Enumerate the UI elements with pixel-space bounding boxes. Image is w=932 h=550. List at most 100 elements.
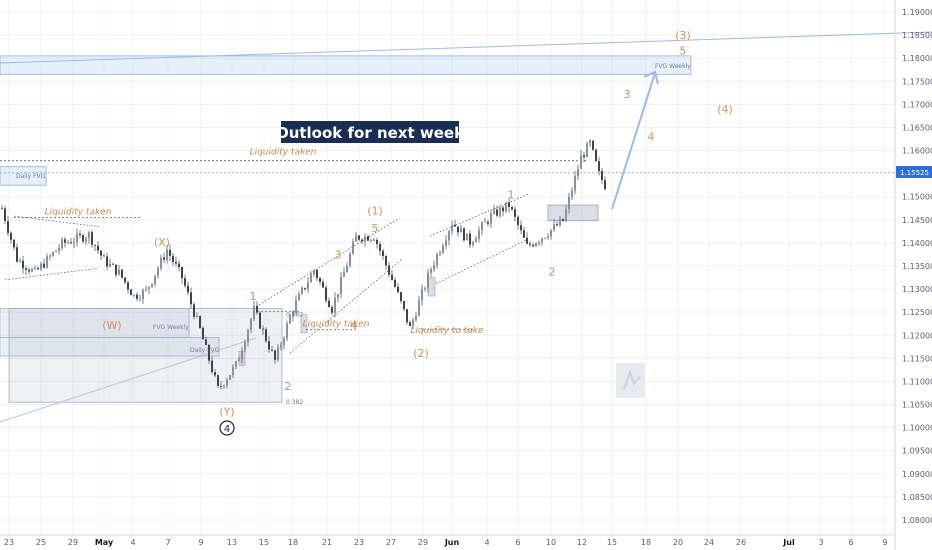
candle <box>460 224 462 233</box>
candle <box>160 254 162 271</box>
candle <box>562 218 564 222</box>
price-tick-label: 1.13000 <box>902 285 932 294</box>
candle-body <box>337 294 339 298</box>
current-price-label: 1.15525 <box>900 169 929 177</box>
candle-body <box>205 339 207 345</box>
candle-body <box>7 221 9 233</box>
candle <box>364 233 366 247</box>
candle-body <box>127 282 129 290</box>
price-tick-label: 1.13500 <box>902 262 932 271</box>
time-tick-label: 7 <box>165 538 170 547</box>
candle <box>439 250 441 257</box>
candle <box>415 311 417 323</box>
candle <box>55 250 57 253</box>
candle-body <box>406 309 408 323</box>
candle <box>148 286 150 295</box>
candle <box>52 251 54 257</box>
candle <box>79 230 81 239</box>
candle <box>595 148 597 162</box>
candle <box>421 284 423 306</box>
candle-body <box>352 241 354 254</box>
candle-body <box>133 294 135 296</box>
candle <box>478 226 480 243</box>
candle <box>580 149 582 170</box>
candle-body <box>196 316 198 317</box>
fvg-zones: FVG Weekly Daily FVG FVG Weekly Daily FVG <box>0 55 692 403</box>
candle-body <box>370 239 372 241</box>
candle <box>598 156 600 176</box>
candle <box>196 312 198 318</box>
candle-body <box>484 221 486 223</box>
wave-label: (1) <box>367 205 383 218</box>
candle-body <box>199 316 201 328</box>
candle-body <box>304 287 306 289</box>
candle <box>313 269 315 277</box>
liquidity-annotation: Liquidity taken <box>45 208 112 218</box>
candle-body <box>475 238 477 243</box>
candle-body <box>19 260 21 262</box>
candle-body <box>604 180 606 190</box>
candle <box>292 310 294 322</box>
candle <box>442 243 444 254</box>
candle <box>328 297 330 308</box>
candle <box>85 236 87 246</box>
candle-body <box>13 239 15 248</box>
candle <box>181 266 183 284</box>
candle <box>244 339 246 353</box>
candle-body <box>328 300 330 308</box>
candle <box>217 374 219 388</box>
candle <box>37 266 39 271</box>
time-tick-label: 21 <box>322 538 332 547</box>
candle <box>295 295 297 315</box>
candle-body <box>511 206 513 210</box>
candle <box>190 287 192 309</box>
price-tick-label: 1.15000 <box>902 193 932 202</box>
candle-body <box>541 238 543 242</box>
time-tick-label: 3 <box>818 538 823 547</box>
candle <box>250 317 252 334</box>
candle <box>115 264 117 278</box>
wave-label: 2 <box>285 380 292 393</box>
candle <box>457 226 459 237</box>
candle <box>187 281 189 296</box>
candle-body <box>136 294 138 299</box>
candle <box>235 360 237 370</box>
candle-body <box>238 358 240 362</box>
candle <box>259 311 261 330</box>
fvg-zone <box>0 308 190 338</box>
trendline-upper <box>0 31 932 64</box>
candle-body <box>502 207 504 212</box>
candle-body <box>409 322 411 327</box>
candle-body <box>319 278 321 282</box>
candle <box>553 218 555 233</box>
candle-body <box>535 243 537 247</box>
candle-body <box>85 238 87 242</box>
candle <box>13 239 15 251</box>
candle-body <box>526 237 528 244</box>
candles <box>1 139 606 390</box>
candle-body <box>289 316 291 324</box>
candle <box>538 240 540 246</box>
candle-body <box>130 289 132 296</box>
candle-body <box>451 224 453 232</box>
candle <box>43 258 45 269</box>
price-tick-label: 1.08000 <box>902 516 932 525</box>
candle-body <box>379 244 381 251</box>
candle <box>337 294 339 303</box>
candle-body <box>10 232 12 240</box>
candle-body <box>478 230 480 239</box>
wave-label: 4 <box>648 131 655 144</box>
candle-body <box>202 327 204 340</box>
candle <box>268 336 270 354</box>
candle-body <box>208 344 210 361</box>
candle <box>511 205 513 212</box>
time-axis[interactable]: 23 25 29 May 4 7 9 13 15 18 21 23 27 29 Jun 4 6 10 12 15 18 2… <box>0 534 895 547</box>
price-tick-label: 1.17500 <box>902 77 932 86</box>
candle-body <box>58 247 60 251</box>
candle <box>166 244 168 264</box>
candle <box>157 266 159 279</box>
candle-body <box>169 249 171 256</box>
candle-body <box>253 305 255 320</box>
